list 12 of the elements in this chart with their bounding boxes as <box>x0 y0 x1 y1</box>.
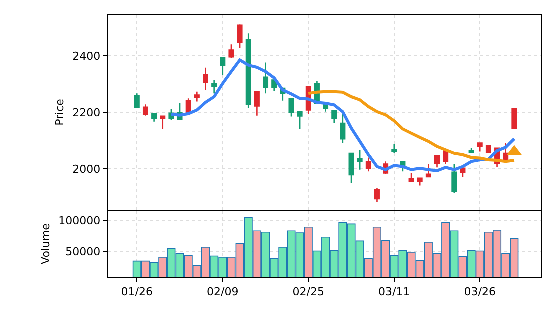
x-tick-label: 03/26 <box>464 285 496 298</box>
y-tick-label: 2000 <box>72 162 101 176</box>
y-tick-label: 2400 <box>72 50 101 63</box>
y-tick-label: 100000 <box>58 214 101 228</box>
y-axis-title: Price <box>53 98 66 126</box>
y-tick-label: 2200 <box>72 106 101 120</box>
y-axis-title: Volume <box>39 223 52 264</box>
x-tick-label: 01/26 <box>121 285 153 298</box>
x-tick-label: 03/11 <box>378 285 410 298</box>
x-tick-label: 02/25 <box>292 285 324 298</box>
x-tick-label: 02/09 <box>207 285 239 298</box>
y-tick-label: 50000 <box>66 246 101 259</box>
